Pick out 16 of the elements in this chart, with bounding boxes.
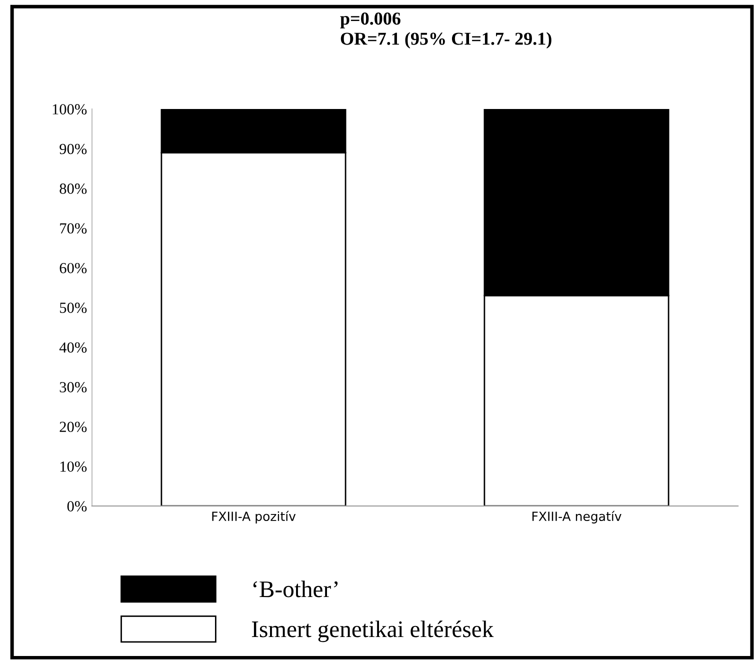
y-tick-label: 0% [67, 501, 87, 512]
chart-title: p=0.006 OR=7.1 (95% CI=1.7- 29.1) [340, 12, 552, 49]
y-tick-label: 100% [52, 104, 87, 114]
y-tick-label: 90% [60, 144, 87, 154]
y-tick-label: 10% [60, 461, 87, 472]
y-tick-label: 40% [59, 342, 87, 353]
legend-label: ‘B-other’ [253, 580, 338, 598]
y-tick-label: 80% [60, 184, 87, 194]
x-tick-label: FXIII-A negatív [532, 510, 622, 524]
y-tick-label: 50% [60, 302, 87, 313]
x-tick-label: FXIII-A pozitív [212, 510, 296, 524]
y-tick-label: 30% [60, 382, 87, 392]
legend-label: Ismert genetikai eltérések [252, 620, 494, 642]
y-tick-label: 70% [60, 223, 87, 234]
y-tick-label: 60% [60, 262, 87, 274]
y-tick-label: 20% [60, 422, 87, 432]
